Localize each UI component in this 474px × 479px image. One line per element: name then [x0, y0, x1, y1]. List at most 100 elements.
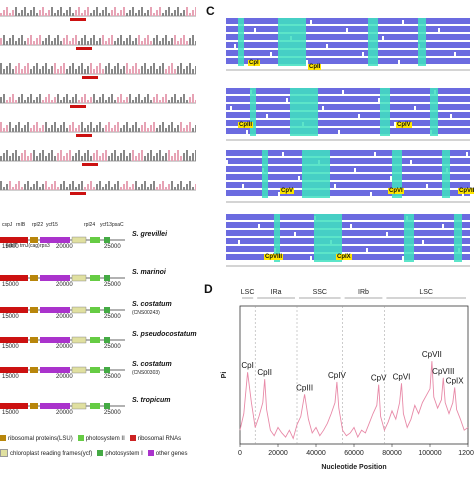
gene-map-row	[0, 270, 125, 282]
strip-bar	[72, 156, 74, 161]
strip-bar	[135, 156, 137, 161]
strip-bar	[108, 38, 110, 45]
species-label: S. costatum	[132, 301, 172, 308]
strip-bar	[90, 13, 92, 16]
exon-region	[274, 214, 280, 262]
identity-track	[226, 246, 470, 252]
strip-bar	[105, 41, 107, 45]
strip-bar	[21, 10, 23, 16]
other-genes-block	[40, 307, 70, 313]
strip-bar	[120, 128, 122, 132]
psii-block	[90, 275, 100, 281]
psii-block	[90, 367, 100, 373]
alignment-strip	[0, 4, 197, 26]
strip-bar	[0, 13, 2, 16]
strip-bar	[57, 128, 59, 132]
strip-bar	[45, 63, 47, 74]
strip-bar	[129, 128, 131, 132]
strip-bar	[15, 125, 17, 132]
identity-track	[226, 182, 470, 188]
strip-bar	[153, 63, 155, 74]
identity-dip	[362, 52, 364, 56]
strip-bar	[132, 184, 134, 190]
strip-bar	[108, 181, 110, 190]
strip-bar	[93, 69, 95, 74]
identity-dip	[462, 192, 464, 196]
region-label: LSC	[241, 289, 255, 296]
exon-region	[368, 18, 378, 66]
x-axis-label: Nucleotide Position	[321, 464, 386, 471]
strip-bar	[15, 150, 17, 161]
strip-bar	[9, 13, 11, 16]
strip-bar	[123, 150, 125, 161]
pi-series-line	[239, 361, 469, 440]
strip-bar	[3, 187, 5, 190]
exon-region	[278, 18, 306, 66]
strip-bar	[66, 128, 68, 132]
strip-bar	[144, 13, 146, 16]
rrna-block	[0, 337, 28, 343]
strip-bar	[48, 10, 50, 16]
identity-dip	[450, 114, 452, 118]
strip-bar	[120, 69, 122, 74]
strip-bar	[27, 181, 29, 190]
scale-tick-label: 20000	[56, 344, 73, 350]
identity-track	[226, 222, 470, 228]
strip-bar	[36, 97, 38, 103]
strip-bar	[147, 35, 149, 45]
gene-label: rpl24	[84, 222, 96, 228]
strip-bar	[27, 38, 29, 45]
strip-bar	[186, 66, 188, 74]
strip-bar	[18, 156, 20, 161]
strip-bar	[171, 97, 173, 103]
strip-bar	[102, 94, 104, 103]
strip-bar	[147, 10, 149, 16]
strip-bar	[147, 69, 149, 74]
strip-bar	[12, 35, 14, 45]
identity-track	[226, 174, 470, 180]
scale-tick-label: 25000	[104, 410, 121, 416]
gene-map-row	[0, 302, 125, 314]
identity-dip	[350, 224, 352, 228]
strip-bar	[177, 184, 179, 190]
strip-bar	[81, 13, 83, 16]
strip-bar	[39, 10, 41, 16]
identity-dip	[394, 122, 396, 126]
strip-bar	[12, 187, 14, 190]
species-label: S. marinoi	[132, 269, 166, 276]
strip-bar	[162, 181, 164, 190]
strip-bar	[87, 184, 89, 190]
strip-bar	[192, 187, 194, 190]
peak-label: CpIX	[446, 376, 464, 385]
strip-bar	[174, 35, 176, 45]
strip-bar	[96, 100, 98, 103]
strip-bar	[21, 35, 23, 45]
identity-dip	[278, 192, 280, 196]
strip-bar	[66, 153, 68, 161]
strip-bar	[54, 97, 56, 103]
gene-map-row	[0, 362, 125, 374]
strip-bar	[180, 122, 182, 132]
strip-bar	[99, 63, 101, 74]
strip-bar	[159, 150, 161, 161]
legend-item: chloroplast reading frames(ycf)	[0, 449, 92, 457]
identity-dip	[354, 168, 356, 172]
strip-bar	[30, 187, 32, 190]
region-label: LSC	[419, 289, 433, 296]
strip-bar	[171, 122, 173, 132]
exon-region	[262, 150, 268, 198]
strip-rrna	[70, 18, 86, 21]
identity-dip	[398, 60, 400, 64]
identity-dip	[390, 176, 392, 180]
psii-block	[90, 307, 100, 313]
strip-bar	[132, 41, 134, 45]
legend-item: photosystem II	[77, 435, 125, 442]
strip-bar	[48, 69, 50, 74]
psii-block	[90, 403, 100, 409]
strip-bar	[138, 153, 140, 161]
strip-bar	[24, 150, 26, 161]
strip-bar	[120, 153, 122, 161]
x-tick-label: 60000	[344, 450, 364, 457]
x-tick-label: 0	[238, 450, 242, 457]
alignment-strip	[0, 91, 197, 113]
